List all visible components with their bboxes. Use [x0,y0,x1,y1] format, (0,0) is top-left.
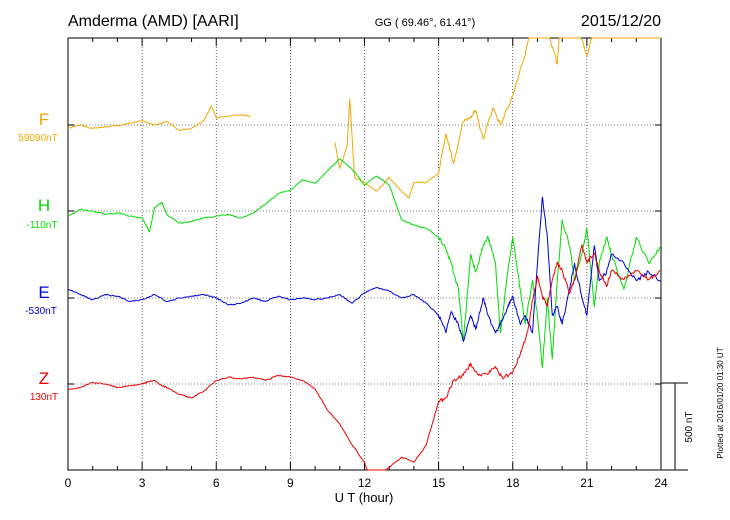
x-tick-labels: 0 3 6 9 12 15 18 21 24 [65,476,668,490]
x-tick-label: 18 [506,476,520,490]
x-tick-label: 9 [287,476,294,490]
x-tick-label: 15 [432,476,446,490]
x-tick-label: 0 [65,476,72,490]
scale-bar: 500 nT [661,382,695,471]
series-line-f [67,105,251,132]
series-line-e [67,196,662,342]
x-tick-label: 21 [580,476,594,490]
scale-bar-label: 500 nT [684,411,695,442]
x-axis-label: U T (hour) [335,490,394,505]
baseline-label-e: -530nT [25,306,57,317]
series-line-h [67,158,662,369]
series-lines [67,37,662,471]
x-tick-label: 6 [213,476,220,490]
series-label-z: Z [39,369,49,388]
series-label-f: F [39,110,49,129]
axis-ticks [67,38,662,470]
date-label: 2015/12/20 [581,13,661,30]
x-tick-label: 12 [358,476,372,490]
baseline-label-f: 59090nT [18,133,57,144]
x-tick-label: 24 [654,476,668,490]
series-labels: F 59090nT H -110nT E -530nT Z 130nT [18,110,58,403]
series-line-z [67,244,662,471]
coordinates-label: GG ( 69.46°, 61.41°) [375,17,476,29]
series-label-e: E [38,283,49,302]
grid-lines [68,38,661,470]
baseline-label-z: 130nT [30,392,58,403]
series-line-f-part2 [334,37,661,199]
x-tick-label: 3 [139,476,146,490]
baseline-label-h: -110nT [27,220,58,231]
plotted-timestamp: Plotted at 2016/01/20 01:30 UT [716,347,725,458]
station-title: Amderma (AMD) [AARI] [68,13,239,30]
series-label-h: H [38,196,50,215]
